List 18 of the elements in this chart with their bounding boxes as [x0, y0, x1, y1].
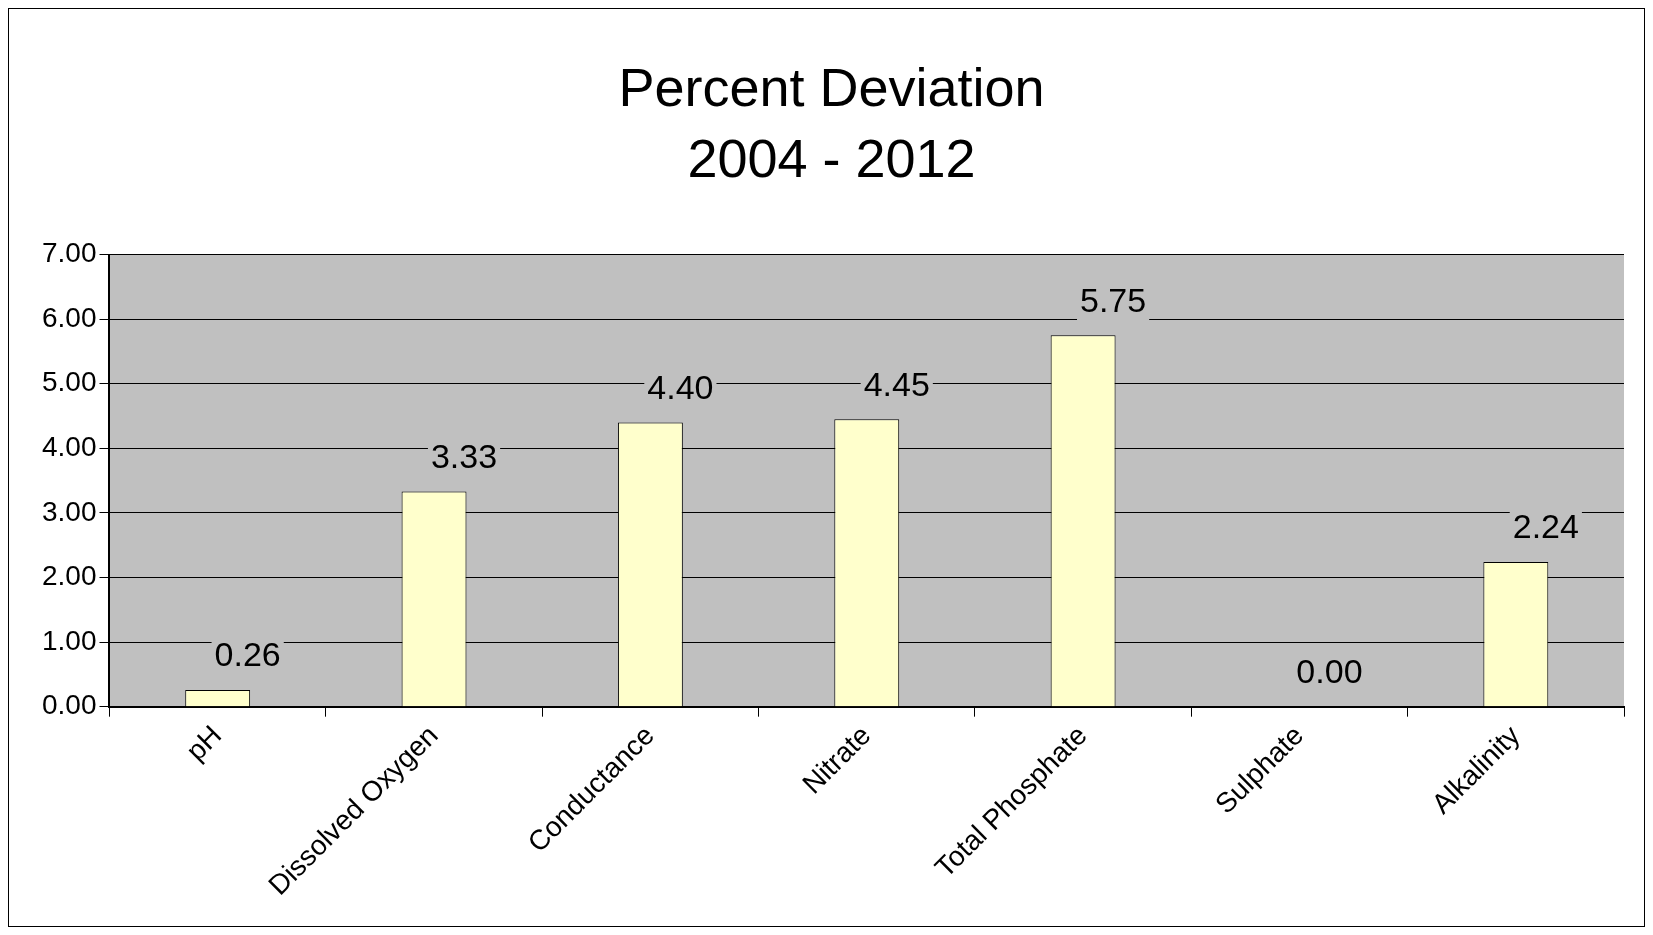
chart-title: Percent Deviation — [618, 57, 1045, 118]
data-label: 4.45 — [863, 364, 930, 403]
data-label: 3.33 — [430, 436, 498, 475]
y-tick-label: 2.00 — [42, 560, 97, 592]
y-tick-label: 5.00 — [42, 366, 97, 398]
chart-subtitle: 2004 - 2012 — [687, 128, 976, 189]
data-label: 2.24 — [1512, 507, 1579, 546]
y-tick-label: 7.00 — [42, 237, 97, 269]
y-tick-label: 1.00 — [42, 624, 97, 656]
y-tick-label: 0.00 — [42, 689, 97, 721]
x-tick-label: pH — [180, 719, 228, 767]
data-label: 0.00 — [1296, 652, 1363, 691]
data-label: 0.26 — [214, 635, 281, 674]
data-label: 5.75 — [1080, 280, 1147, 319]
y-tick-label: 4.00 — [42, 431, 97, 463]
y-tick-label: 6.00 — [42, 301, 97, 333]
y-tick-label: 3.00 — [42, 495, 97, 527]
data-label: 4.40 — [647, 367, 714, 406]
